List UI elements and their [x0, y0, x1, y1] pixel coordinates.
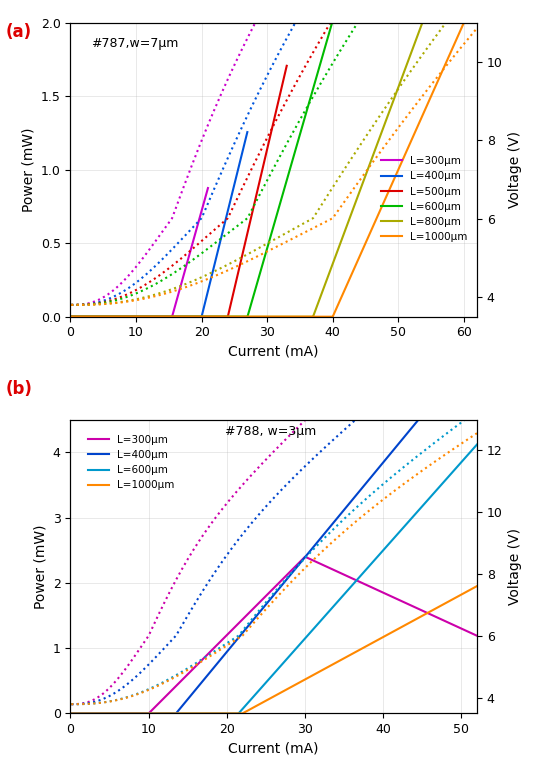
Y-axis label: Voltage (V): Voltage (V): [508, 528, 522, 605]
Legend: L=300μm, L=400μm, L=500μm, L=600μm, L=800μm, L=1000μm: L=300μm, L=400μm, L=500μm, L=600μm, L=80…: [377, 152, 472, 247]
Text: #787,w=7μm: #787,w=7μm: [91, 37, 178, 50]
Y-axis label: Power (mW): Power (mW): [21, 128, 35, 212]
Text: (a): (a): [5, 23, 31, 41]
Legend: L=300μm, L=400μm, L=600μm, L=1000μm: L=300μm, L=400μm, L=600μm, L=1000μm: [84, 430, 179, 495]
X-axis label: Current (mA): Current (mA): [229, 345, 319, 359]
X-axis label: Current (mA): Current (mA): [229, 742, 319, 756]
Text: (b): (b): [5, 380, 33, 398]
Y-axis label: Power (mW): Power (mW): [33, 524, 47, 609]
Text: #788, w=3μm: #788, w=3μm: [225, 426, 316, 439]
Y-axis label: Voltage (V): Voltage (V): [508, 131, 522, 208]
